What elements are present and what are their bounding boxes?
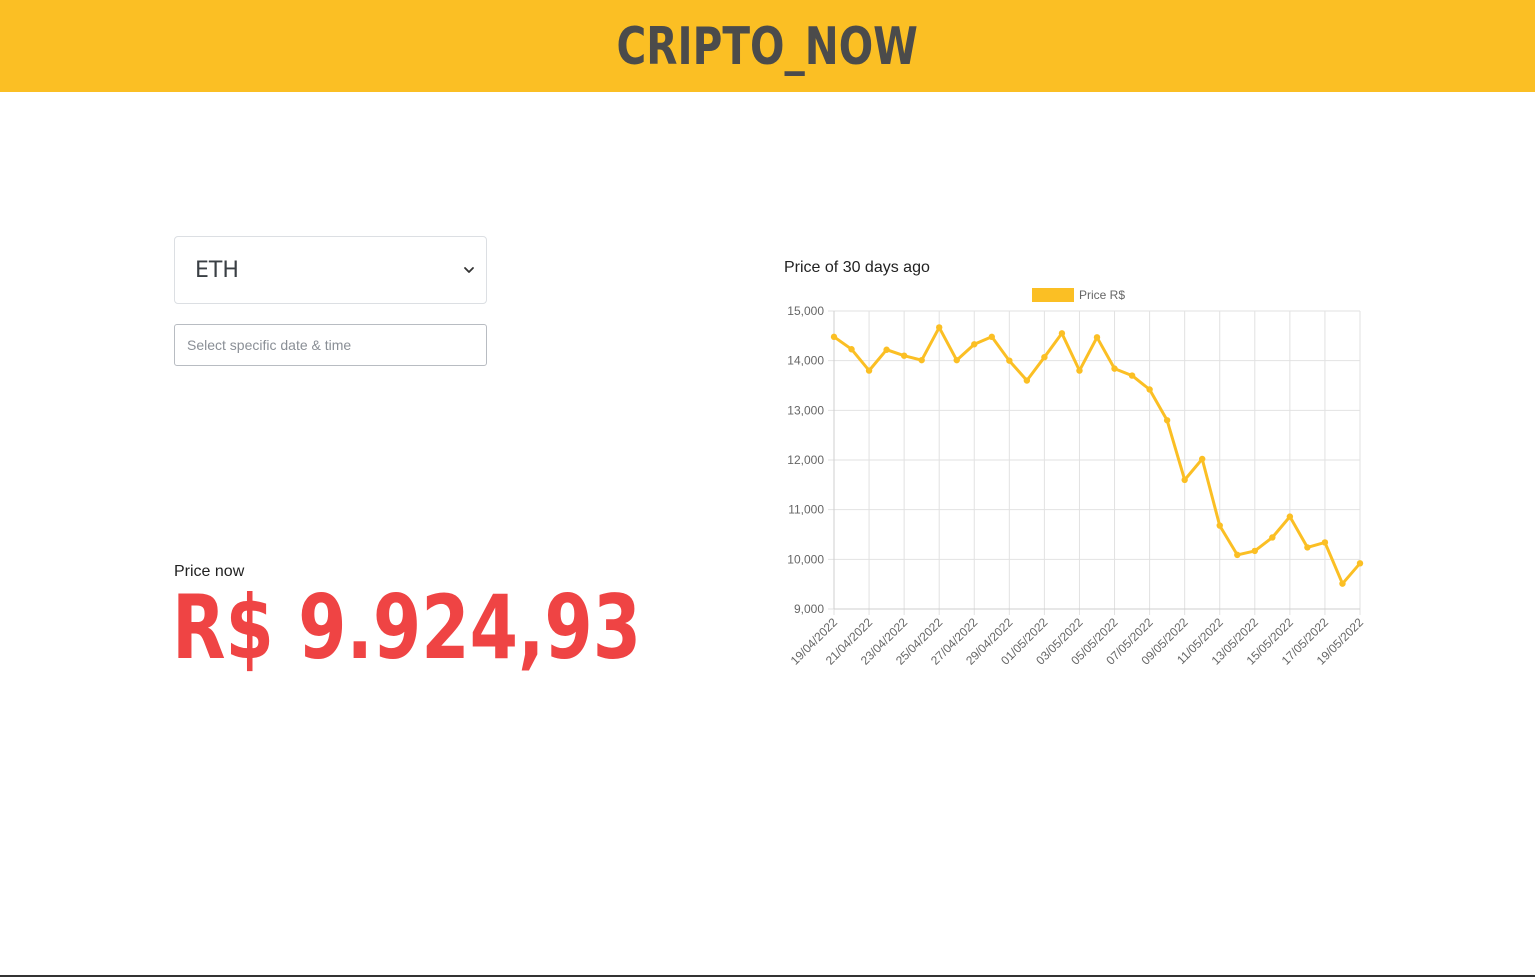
y-tick-label: 10,000 (787, 552, 824, 566)
data-point (1339, 580, 1346, 587)
chevron-down-icon (462, 263, 476, 277)
data-point (1058, 330, 1066, 337)
data-point (1286, 513, 1294, 520)
data-point (1216, 522, 1223, 529)
chart-title: Price of 30 days ago (784, 259, 930, 276)
y-tick-label: 9,000 (794, 602, 824, 616)
data-point (1111, 365, 1118, 372)
coin-select-value: ETH (195, 257, 239, 283)
data-point (900, 352, 908, 359)
data-point (1041, 353, 1048, 361)
data-point (1356, 560, 1364, 567)
data-point (1234, 551, 1241, 559)
data-point (918, 356, 925, 364)
data-point (830, 333, 838, 341)
y-tick-label: 14,000 (787, 354, 824, 368)
coin-select[interactable]: ETH (174, 236, 487, 304)
y-tick-label: 12,000 (787, 453, 824, 467)
data-point (1269, 534, 1276, 541)
data-point (1181, 476, 1188, 484)
price-value: R$ 9.924,93 (172, 576, 642, 679)
data-point (1321, 539, 1329, 546)
y-tick-label: 13,000 (787, 403, 824, 417)
data-point (1163, 417, 1171, 424)
data-point (1093, 334, 1101, 341)
y-tick-label: 15,000 (787, 304, 824, 318)
y-tick-label: 11,000 (788, 503, 824, 517)
price-line-chart: 9,000 10,000 11,000 12,000 13,000 14,000 15,00… (787, 288, 1366, 668)
legend-label: Price R$ (1079, 288, 1125, 302)
data-point (971, 341, 978, 348)
data-point (1251, 547, 1258, 555)
series-line (832, 325, 1362, 586)
legend-swatch (1032, 288, 1074, 302)
header-bar: CRIPTO_NOW (0, 0, 1535, 92)
data-point (883, 346, 890, 353)
data-point (936, 324, 943, 331)
data-point (1128, 372, 1136, 379)
data-point (1199, 455, 1206, 463)
data-point (1006, 357, 1013, 364)
price-label: Price now (174, 563, 245, 580)
data-point (1023, 377, 1031, 384)
data-point (848, 346, 855, 353)
data-point (1304, 544, 1311, 551)
brand-title: CRIPTO_NOW (616, 17, 919, 77)
data-point (1146, 386, 1153, 393)
data-point (865, 367, 873, 374)
date-time-input[interactable] (174, 324, 487, 366)
data-point (1076, 367, 1083, 374)
bottom-border (0, 975, 1535, 977)
data-point (953, 356, 960, 364)
data-point (988, 333, 995, 341)
